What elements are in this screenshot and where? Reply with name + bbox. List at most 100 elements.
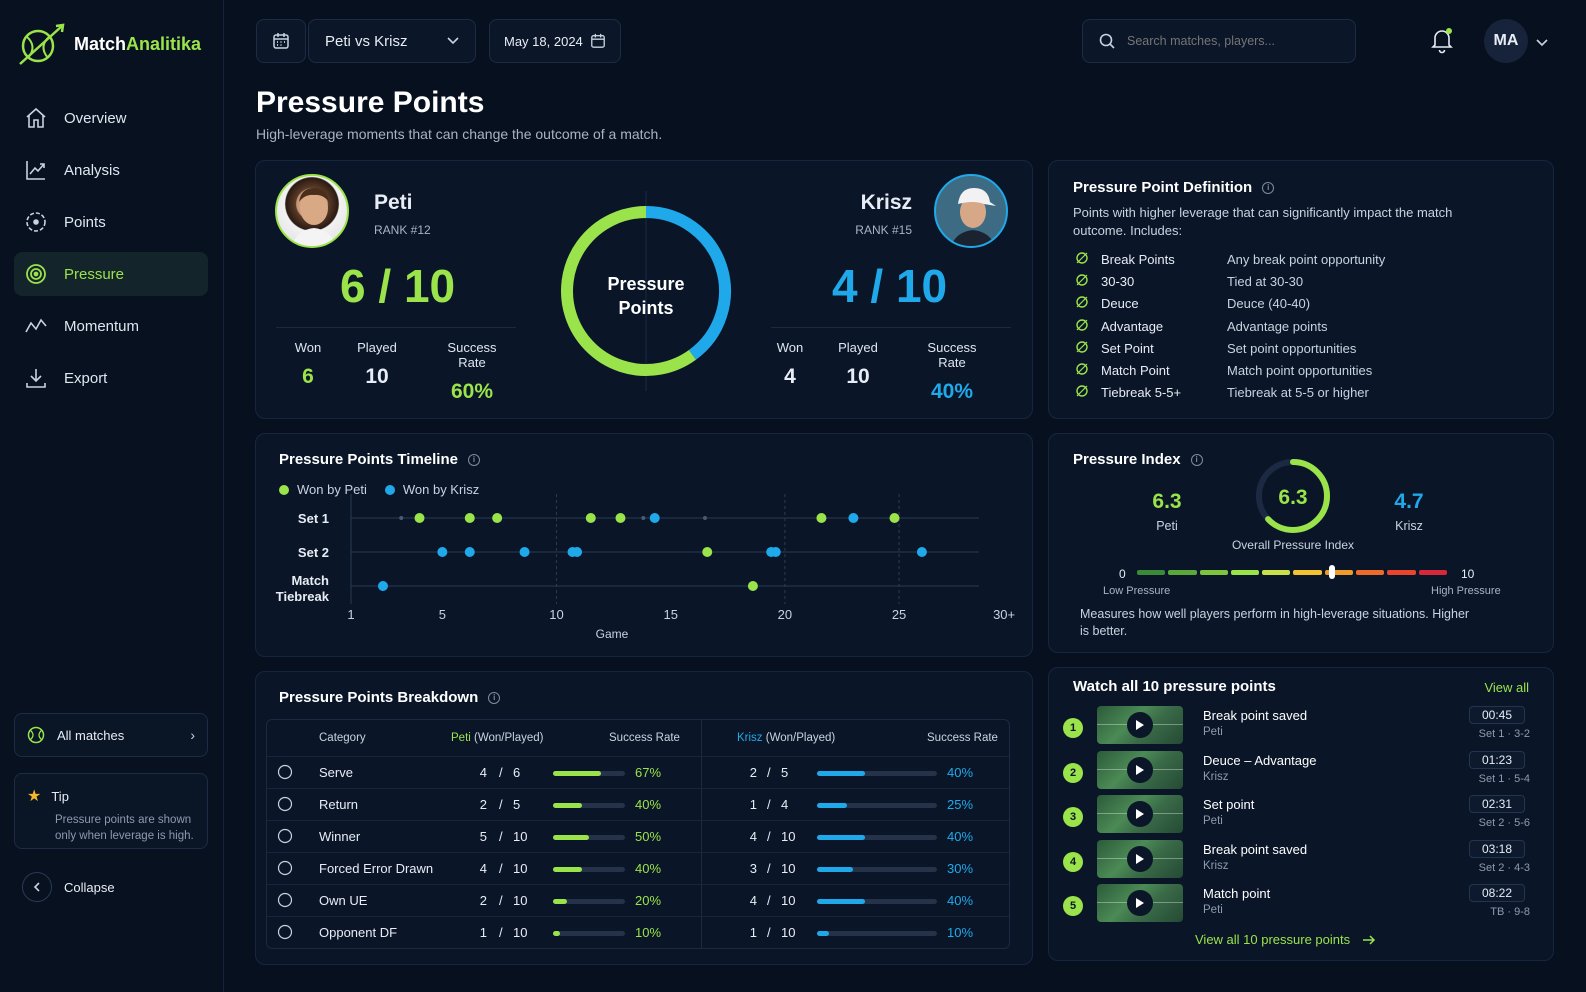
row-category: Forced Error Drawn bbox=[319, 861, 434, 876]
video-item[interactable]: 4 Break point saved Krisz 03:18 Set 2 · 4-3 bbox=[1063, 839, 1530, 884]
view-all-pressure-points-link[interactable]: View all 10 pressure points bbox=[1195, 932, 1376, 947]
definition-card: Pressure Point Definition i Points with h… bbox=[1048, 160, 1554, 419]
video-thumbnail[interactable] bbox=[1097, 795, 1183, 833]
point-won-by-krisz[interactable] bbox=[770, 547, 781, 557]
player2-won-value: 4 bbox=[784, 365, 796, 388]
row-category: Winner bbox=[319, 829, 361, 844]
breakdown-table: Category Peti (Won/Played) Success Rate … bbox=[266, 719, 1010, 949]
row-peti-rate: 67% bbox=[635, 765, 662, 780]
row-krisz-played: 10 bbox=[781, 861, 796, 876]
sidebar-item-export[interactable]: Export bbox=[14, 356, 208, 400]
video-number: 3 bbox=[1063, 807, 1083, 827]
point-won-by-krisz[interactable] bbox=[916, 547, 927, 557]
pressure-index-description: Measures how well players perform in hig… bbox=[1080, 607, 1470, 638]
point-won-by-peti[interactable] bbox=[816, 513, 827, 523]
row-sep: / bbox=[499, 893, 503, 908]
donut-label-line2: Points bbox=[618, 298, 673, 318]
point-won-by-peti[interactable] bbox=[492, 513, 503, 523]
forced-error-icon bbox=[277, 860, 293, 879]
sidebar-item-overview[interactable]: Overview bbox=[14, 96, 208, 140]
point-won-by-krisz[interactable] bbox=[848, 513, 859, 523]
date-value: May 18, 2024 bbox=[504, 33, 583, 49]
definition-item: Tiebreak 5-5+ Tiebreak at 5-5 or higher bbox=[1073, 382, 1529, 404]
video-player: Peti bbox=[1203, 726, 1223, 738]
row-peti-rate: 40% bbox=[635, 861, 662, 876]
table-row: Winner 5 / 10 50% 4 / 10 40% bbox=[267, 820, 1009, 852]
point-won-by-peti[interactable] bbox=[889, 513, 900, 523]
point-won-by-peti[interactable] bbox=[464, 513, 475, 523]
point-won-by-krisz[interactable] bbox=[464, 547, 475, 557]
tip-card: ★ Tip Pressure points are shown only when… bbox=[14, 773, 208, 849]
match-point-icon bbox=[1073, 361, 1101, 380]
video-item[interactable]: 5 Match point Peti 08:22 TB · 9-8 bbox=[1063, 884, 1530, 928]
match-select[interactable]: Peti vs Krisz bbox=[308, 19, 476, 63]
overall-index-arc bbox=[1256, 459, 1330, 533]
info-icon[interactable]: i bbox=[488, 691, 501, 704]
video-number: 2 bbox=[1063, 762, 1083, 783]
play-icon[interactable] bbox=[1127, 890, 1153, 916]
row-peti-bar bbox=[553, 899, 625, 904]
video-item[interactable]: 2 Deuce – Advantage Krisz 01:23 Set 1 · 5-4 bbox=[1063, 750, 1530, 795]
date-picker[interactable]: May 18, 2024 bbox=[489, 19, 621, 63]
sidebar-item-label: Momentum bbox=[64, 317, 140, 335]
play-icon[interactable] bbox=[1127, 756, 1153, 783]
row-label: Tiebreak bbox=[276, 589, 330, 604]
point-won-by-krisz[interactable] bbox=[437, 547, 448, 557]
all-matches-button[interactable]: All matches › bbox=[14, 713, 208, 757]
play-icon[interactable] bbox=[1127, 845, 1153, 872]
point-won-by-krisz[interactable] bbox=[377, 581, 388, 591]
row-krisz-played: 10 bbox=[781, 893, 796, 908]
user-avatar[interactable]: MA bbox=[1484, 19, 1528, 63]
video-thumbnail[interactable] bbox=[1097, 706, 1183, 744]
search-box[interactable] bbox=[1082, 19, 1356, 63]
definition-item: Break Points Any break point opportunity bbox=[1073, 248, 1529, 270]
sidebar-item-momentum[interactable]: Momentum bbox=[14, 304, 208, 348]
point-won-by-peti[interactable] bbox=[414, 513, 425, 523]
pressure-scale-bar bbox=[1137, 570, 1447, 575]
player1-played-label: Played bbox=[357, 340, 397, 355]
app-logo[interactable]: MatchAnalitika bbox=[16, 22, 201, 66]
video-thumbnail[interactable] bbox=[1097, 839, 1183, 878]
scale-segment bbox=[1418, 570, 1447, 575]
player2-won-label: Won bbox=[776, 340, 804, 355]
sidebar-item-points[interactable]: Points bbox=[14, 200, 208, 244]
play-icon[interactable] bbox=[1127, 712, 1153, 738]
point-won-by-peti[interactable] bbox=[615, 513, 626, 523]
search-input[interactable] bbox=[1127, 34, 1337, 48]
definition-item-desc: Tiebreak at 5-5 or higher bbox=[1227, 385, 1369, 401]
sidebar-item-analysis[interactable]: Analysis bbox=[14, 148, 208, 192]
sidebar-item-label: Pressure bbox=[64, 265, 125, 283]
row-krisz-rate: 30% bbox=[947, 861, 974, 876]
video-time: 00:45 bbox=[1469, 706, 1525, 724]
point-won-by-krisz[interactable] bbox=[519, 547, 530, 557]
user-menu-chevron-down-icon[interactable] bbox=[1536, 34, 1548, 52]
view-all-link[interactable]: View all bbox=[1484, 680, 1529, 695]
calendar-button[interactable] bbox=[256, 19, 306, 63]
chevron-left-icon bbox=[22, 872, 52, 902]
video-number: 4 bbox=[1063, 851, 1083, 872]
notifications-button[interactable] bbox=[1430, 26, 1454, 59]
player2-avatar bbox=[934, 174, 1008, 248]
play-icon[interactable] bbox=[1127, 801, 1153, 827]
video-thumbnail[interactable] bbox=[1097, 884, 1183, 922]
video-item[interactable]: 1 Break point saved Peti 00:45 Set 1 · 3-2 bbox=[1063, 706, 1530, 750]
info-icon[interactable]: i bbox=[1262, 181, 1275, 194]
row-category: Opponent DF bbox=[319, 925, 398, 940]
deuce-icon bbox=[1073, 294, 1101, 313]
set-point-icon bbox=[1073, 339, 1101, 358]
point-won-by-krisz[interactable] bbox=[649, 513, 660, 523]
row-krisz-rate: 40% bbox=[947, 829, 974, 844]
video-thumbnail[interactable] bbox=[1097, 750, 1183, 789]
point-won-by-peti[interactable] bbox=[585, 513, 596, 523]
point-won-by-krisz[interactable] bbox=[572, 547, 583, 557]
video-item[interactable]: 3 Set point Peti 02:31 Set 2 · 5-6 bbox=[1063, 795, 1530, 839]
row-peti-played: 5 bbox=[513, 797, 521, 812]
video-time: 03:18 bbox=[1469, 839, 1525, 858]
sidebar-item-pressure[interactable]: Pressure bbox=[14, 252, 208, 296]
info-icon[interactable]: i bbox=[1190, 453, 1203, 466]
header-category: Category bbox=[319, 732, 366, 744]
collapse-button[interactable]: Collapse bbox=[22, 872, 115, 902]
point-won-by-peti[interactable] bbox=[747, 581, 758, 591]
point-won-by-peti[interactable] bbox=[702, 547, 713, 557]
info-icon[interactable]: i bbox=[467, 453, 480, 466]
